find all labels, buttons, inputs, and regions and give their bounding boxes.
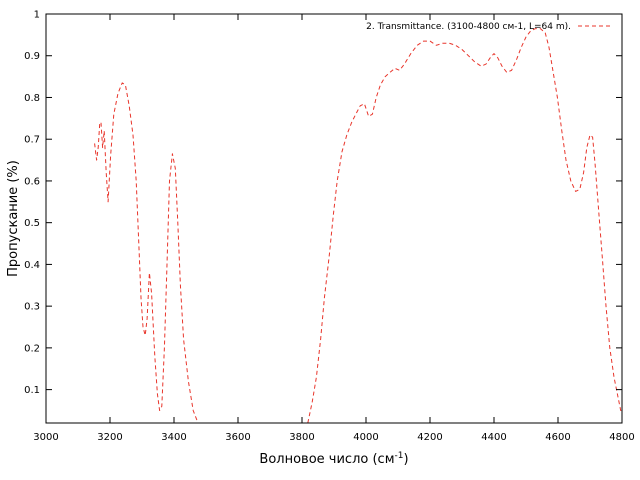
legend-label: 2. Transmittance. (3100-4800 см-1, L=64 …: [366, 22, 571, 32]
x-axis-title-superscript: -1: [395, 451, 404, 461]
x-tick-label: 4200: [417, 432, 442, 443]
series-layer: [94, 28, 622, 424]
plot-frame: [45, 13, 623, 424]
x-tick-label: 3600: [225, 432, 250, 443]
y-axis-title: Пропускание (%): [6, 160, 21, 277]
y-tick-label: 0.8: [24, 93, 40, 104]
y-tick-label: 0.6: [24, 176, 40, 187]
y-tick-label: 0.9: [24, 51, 40, 62]
x-tick-label: 4800: [609, 432, 634, 443]
x-tick-label: 4600: [545, 432, 570, 443]
x-axis-title: Волновое число (см-1): [259, 451, 408, 467]
y-tick-label: 0.3: [24, 302, 40, 313]
legend: 2. Transmittance. (3100-4800 см-1, L=64 …: [366, 22, 610, 32]
x-tick-label: 4000: [353, 432, 378, 443]
y-tick-label: 0.4: [24, 260, 40, 271]
y-tick-label: 0.7: [24, 135, 40, 146]
series-0-line-segment-1: [307, 28, 622, 424]
x-tick-label: 4400: [481, 432, 506, 443]
x-axis-title-main: Волновое число (см: [259, 452, 394, 467]
y-tick-label: 0.5: [24, 218, 40, 229]
x-tick-label: 3400: [161, 432, 186, 443]
y-tick-label: 0.1: [24, 385, 40, 396]
x-tick-label: 3800: [289, 432, 314, 443]
y-tick-label: 0.2: [24, 343, 40, 354]
x-tick-label: 3200: [97, 432, 122, 443]
ticks-layer: 3000 3200 3400 3600 3800 4000 4200 4400 4600 4800…: [24, 10, 635, 444]
x-tick-label: 3000: [33, 432, 58, 443]
y-tick-label: 1: [34, 10, 40, 21]
x-axis-title-end: ): [403, 452, 408, 467]
series-0-line-segment-0: [94, 82, 199, 424]
